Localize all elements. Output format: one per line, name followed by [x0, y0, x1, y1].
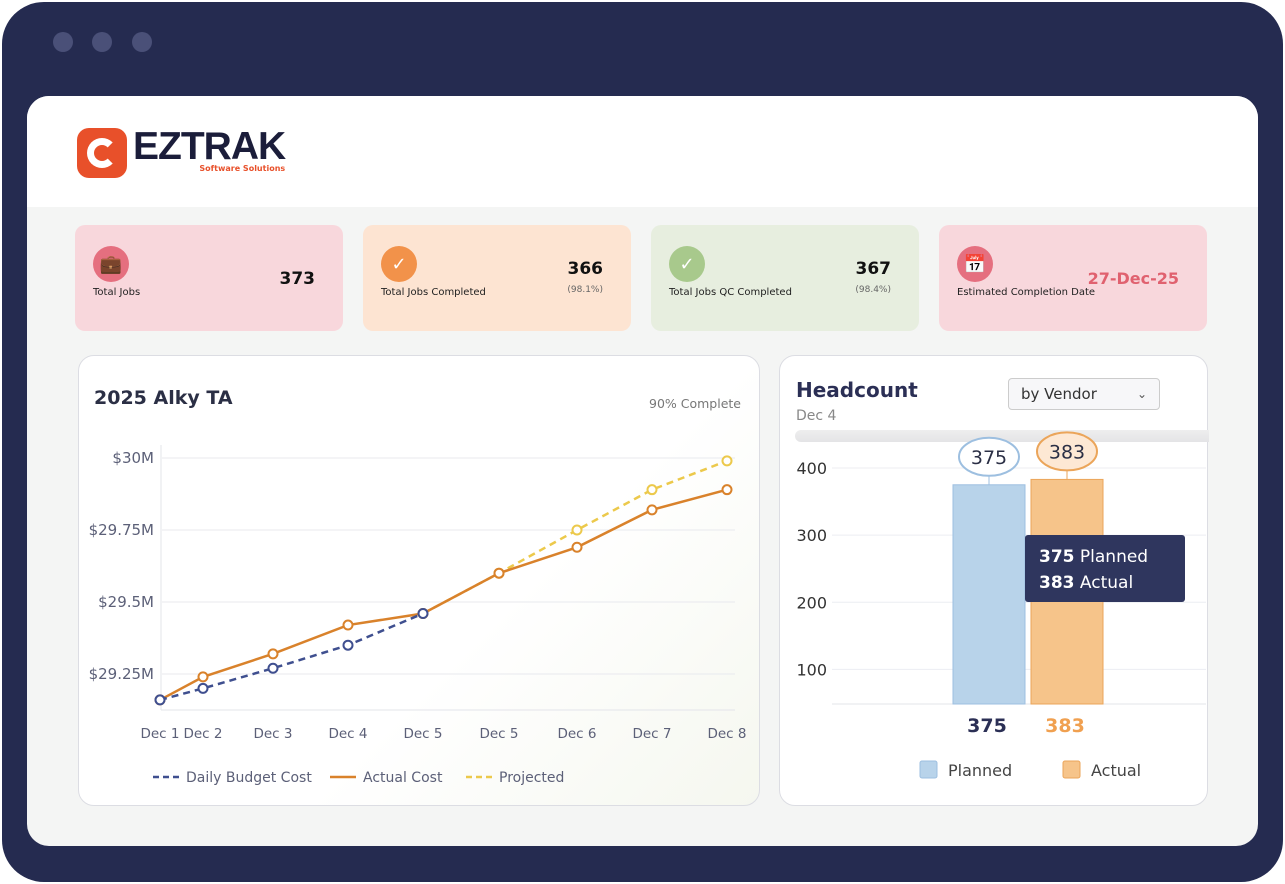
panel-title: 2025 Alky TA — [94, 387, 233, 409]
headcount-tooltip: 375 Planned 383 Actual — [1025, 535, 1185, 602]
kpi-jobs-completed: ✓ Total Jobs Completed 366 (98.1%) — [363, 225, 631, 331]
logo-mark-icon — [77, 128, 127, 178]
tooltip-actual-label: Actual — [1079, 573, 1134, 593]
kpi-total-jobs: 💼 Total Jobs 373 — [75, 225, 343, 331]
kpi-label: Estimated Completion Date — [957, 287, 1096, 298]
kpi-qc-completed: ✓︎ Total Jobs QC Completed 367 (98.4%) — [651, 225, 919, 331]
tooltip-actual-value: 383 — [1039, 573, 1075, 593]
completion-status: 90% Complete — [649, 396, 741, 411]
group-by-dropdown[interactable]: by Vendor ⌄ — [1008, 378, 1160, 410]
briefcase-icon: 💼 — [93, 246, 129, 282]
tooltip-planned-value: 375 — [1039, 547, 1075, 567]
brand-name: EZTRAK — [133, 125, 286, 168]
app-window: EZTRAK Software Solutions 💼 Total Jobs 3… — [27, 96, 1258, 846]
kpi-percent: (98.1%) — [567, 285, 603, 295]
window-dot — [132, 32, 152, 52]
kpi-value: 373 — [279, 269, 316, 289]
calendar-icon: 📅 — [957, 246, 993, 282]
kpi-percent: (98.4%) — [855, 285, 891, 295]
brand-tagline: Software Solutions — [199, 164, 286, 173]
kpi-value: 367 — [855, 259, 892, 279]
cost-chart-panel: 2025 Alky TA 90% Complete — [78, 355, 760, 806]
kpi-label: Total Jobs — [93, 287, 141, 298]
check-icon: ✓ — [381, 246, 417, 282]
header: EZTRAK Software Solutions — [27, 96, 1258, 207]
kpi-label: Total Jobs QC Completed — [669, 287, 792, 298]
window-dot — [92, 32, 112, 52]
kpi-completion-date: 📅 Estimated Completion Date 27-Dec-25 — [939, 225, 1207, 331]
window-dot — [53, 32, 73, 52]
kpi-label: Total Jobs Completed — [381, 287, 486, 298]
chevron-down-icon: ⌄ — [1136, 387, 1147, 401]
kpi-value: 27-Dec-25 — [1087, 269, 1179, 288]
tooltip-planned-label: Planned — [1079, 547, 1149, 567]
double-check-icon: ✓︎ — [669, 246, 705, 282]
dropdown-value: by Vendor — [1021, 385, 1097, 403]
scroll-track — [795, 430, 1209, 442]
panel-title: Headcount — [796, 378, 918, 402]
logo[interactable]: EZTRAK Software Solutions — [77, 125, 286, 178]
panel-subtitle: Dec 4 — [796, 408, 837, 424]
kpi-value: 366 — [567, 259, 604, 279]
